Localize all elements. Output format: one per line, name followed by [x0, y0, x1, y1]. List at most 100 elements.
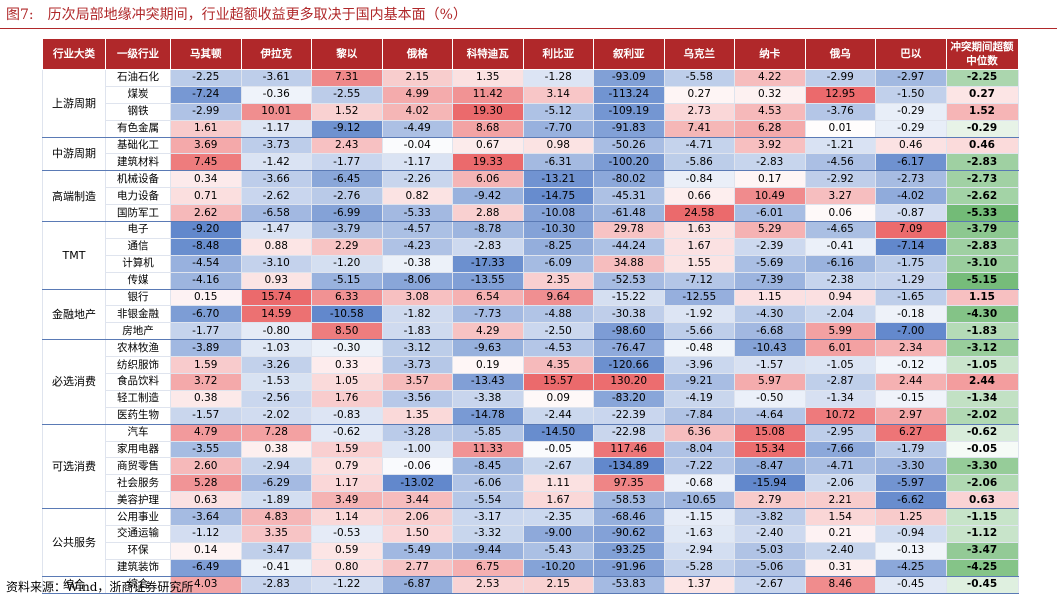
- value-cell: 0.98: [522, 136, 594, 155]
- value-cell: 19.30: [452, 102, 524, 121]
- value-cell: -5.58: [663, 69, 735, 87]
- value-cell: -2.73: [875, 170, 947, 189]
- industry-label: 银行: [105, 288, 171, 307]
- value-cell: -10.58: [311, 305, 383, 324]
- value-cell: -52.53: [593, 271, 665, 290]
- value-cell: 0.27: [663, 85, 735, 104]
- column-header: 行业大类: [42, 38, 106, 70]
- industry-label: 轻工制造: [105, 389, 171, 408]
- value-cell: -1.03: [240, 339, 312, 358]
- value-cell: -1.77: [170, 322, 242, 341]
- median-cell: -0.62: [945, 423, 1019, 442]
- value-cell: -44.24: [593, 237, 665, 256]
- value-cell: -0.18: [875, 305, 947, 324]
- industry-label: 有色金属: [105, 119, 171, 138]
- value-cell: 0.88: [240, 237, 312, 256]
- value-cell: 2.15: [522, 575, 594, 594]
- value-cell: -8.48: [170, 237, 242, 256]
- value-cell: 0.17: [734, 170, 806, 189]
- value-cell: 0.59: [311, 541, 383, 560]
- value-cell: -0.30: [311, 339, 383, 358]
- table-row: 钢铁 -2.99 10.01 1.52 4.02 19.30 -5.12 -109.19 2.7…: [43, 102, 1019, 121]
- value-cell: -3.82: [734, 508, 806, 527]
- column-header: 利比亚: [522, 38, 594, 70]
- value-cell: -9.21: [663, 373, 735, 391]
- value-cell: 10.72: [804, 406, 876, 425]
- value-cell: -6.99: [311, 204, 383, 223]
- median-cell: -3.10: [945, 254, 1019, 273]
- value-cell: -4.16: [170, 271, 242, 290]
- value-cell: 3.08: [381, 288, 453, 307]
- value-cell: -7.73: [452, 305, 524, 324]
- industry-label: 环保: [105, 541, 171, 560]
- value-cell: -109.19: [593, 102, 665, 121]
- value-cell: -0.84: [663, 170, 735, 189]
- value-cell: -5.69: [734, 254, 806, 273]
- value-cell: 1.55: [663, 254, 735, 273]
- value-cell: -100.20: [593, 153, 665, 172]
- value-cell: -2.76: [311, 187, 383, 206]
- value-cell: -134.89: [593, 457, 665, 476]
- value-cell: 3.92: [734, 136, 806, 155]
- value-cell: -4.49: [381, 119, 453, 138]
- value-cell: 1.50: [381, 525, 453, 543]
- column-header: 伊拉克: [240, 38, 312, 70]
- column-header: 俄乌: [804, 38, 876, 70]
- column-header: 黎以: [311, 38, 383, 70]
- value-cell: -7.12: [663, 271, 735, 290]
- value-cell: -53.83: [593, 575, 665, 594]
- value-cell: -6.58: [240, 204, 312, 223]
- group-label: 可选消费: [42, 423, 106, 510]
- value-cell: -10.30: [522, 221, 594, 239]
- value-cell: 1.59: [170, 356, 242, 375]
- median-cell: -5.33: [945, 204, 1019, 223]
- value-cell: -3.61: [240, 69, 312, 87]
- industry-label: 通信: [105, 237, 171, 256]
- value-cell: 3.69: [170, 136, 242, 155]
- value-cell: -1.28: [522, 69, 594, 87]
- value-cell: -4.88: [522, 305, 594, 324]
- value-cell: 1.67: [663, 237, 735, 256]
- column-header: 叙利亚: [593, 38, 665, 70]
- table-row: 医药生物 -1.57 -2.02 -0.83 1.35 -14.78 -2.44 -22.39…: [43, 406, 1019, 425]
- median-cell: -0.45: [945, 575, 1019, 594]
- value-cell: -9.20: [170, 221, 242, 239]
- value-cell: -13.43: [452, 373, 524, 391]
- industry-label: 商贸零售: [105, 457, 171, 476]
- value-cell: 14.59: [240, 305, 312, 324]
- median-cell: -2.25: [945, 69, 1019, 87]
- value-cell: -7.70: [522, 119, 594, 138]
- value-cell: -3.38: [452, 389, 524, 408]
- value-cell: -7.84: [663, 406, 735, 425]
- value-cell: 2.77: [381, 558, 453, 577]
- value-cell: -1.79: [875, 440, 947, 459]
- value-cell: -2.55: [311, 85, 383, 104]
- value-cell: -2.35: [522, 508, 594, 527]
- value-cell: 2.97: [875, 406, 947, 425]
- value-cell: -2.39: [734, 237, 806, 256]
- value-cell: 0.67: [452, 136, 524, 155]
- value-cell: 6.75: [452, 558, 524, 577]
- value-cell: -7.14: [875, 237, 947, 256]
- value-cell: -1.17: [381, 153, 453, 172]
- value-cell: 34.88: [593, 254, 665, 273]
- median-cell: -3.30: [945, 457, 1019, 476]
- value-cell: -10.08: [522, 204, 594, 223]
- value-cell: 6.36: [663, 423, 735, 442]
- value-cell: 2.79: [734, 491, 806, 510]
- value-cell: 2.60: [170, 457, 242, 476]
- table-row: 房地产 -1.77 -0.80 8.50 -1.83 4.29 -2.50 -98.60 -5.…: [43, 322, 1019, 341]
- table-row: 国防军工 2.62 -6.58 -6.99 -5.33 2.88 -10.08 -61.48 2…: [43, 204, 1019, 223]
- table-body: 上游周期 石油石化 -2.25 -3.61 7.31 2.15 1.35 -1.28 -93.0…: [42, 69, 1019, 594]
- table-row: 食品饮料 3.72 -1.53 1.05 3.57 -13.43 15.57 130.20 -9…: [43, 373, 1019, 391]
- table-row: 非银金融 -6.70 14.59 -10.58 -1.82 -7.73 -4.88 -30.3…: [43, 305, 1019, 324]
- value-cell: 5.28: [170, 474, 242, 493]
- value-cell: 4.53: [734, 102, 806, 121]
- industry-label: 非银金融: [105, 305, 171, 324]
- value-cell: -1.15: [663, 508, 735, 527]
- value-cell: -4.57: [381, 221, 453, 239]
- median-cell: -2.83: [945, 237, 1019, 256]
- value-cell: -4.30: [734, 305, 806, 324]
- value-cell: -13.02: [381, 474, 453, 493]
- industry-label: 传媒: [105, 271, 171, 290]
